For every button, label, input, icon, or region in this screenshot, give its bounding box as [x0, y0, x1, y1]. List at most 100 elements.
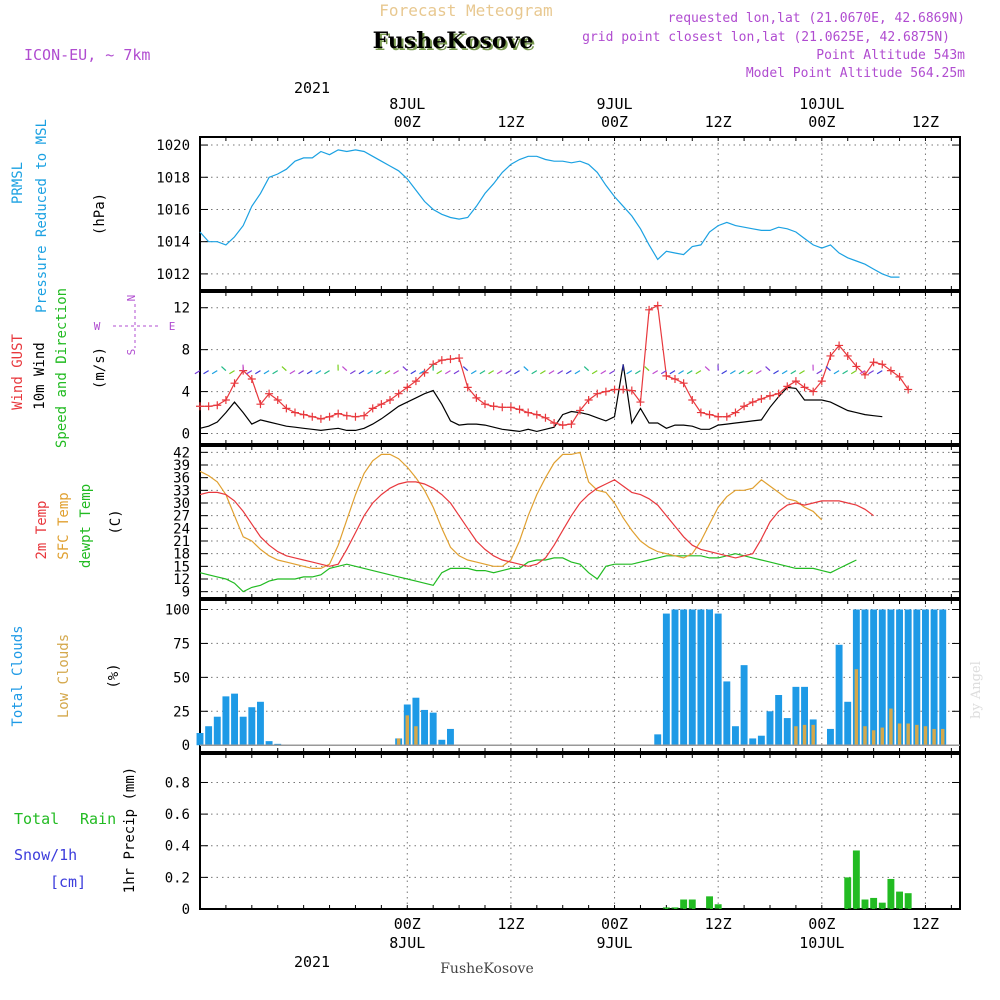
total-cloud-bar [861, 609, 869, 746]
low-cloud-bar [405, 715, 409, 746]
gust-marker [696, 408, 705, 417]
low-cloud-bar [889, 708, 893, 746]
low-cloud-bar [414, 726, 418, 746]
gust-marker [515, 405, 524, 414]
wind-direction-arrow [445, 370, 451, 375]
gust-marker [437, 356, 446, 365]
total-cloud-bar [896, 609, 903, 746]
total-cloud-bar [757, 735, 765, 746]
y-tick-label: 21 [173, 534, 190, 550]
wind-direction-arrow [747, 370, 754, 375]
low-cloud-bar [906, 723, 910, 746]
wind-direction-arrow [738, 370, 745, 375]
precip-bar [688, 899, 696, 909]
gust-marker [627, 386, 636, 395]
bottom-date-label: 9JUL [596, 934, 632, 952]
y-tick-label: 100 [165, 603, 190, 619]
gust-marker [411, 377, 420, 386]
gust-marker [316, 414, 325, 423]
total-cloud-bar [714, 613, 722, 746]
wind-direction-arrow [315, 370, 322, 375]
wind-direction-arrow [868, 370, 874, 375]
sfc-temp-label: SFC Temp [56, 492, 72, 559]
low-cloud-bar [802, 724, 807, 746]
y-tick-label: 24 [173, 521, 190, 537]
gust-marker [213, 401, 222, 410]
gust-marker [826, 351, 835, 360]
wind-direction-arrow [341, 366, 348, 372]
precip-bar [904, 893, 912, 909]
dewpt-label: dewpt Temp [78, 484, 94, 568]
gust-marker [800, 383, 809, 392]
gust-marker [809, 387, 818, 396]
point-altitude: Point Altitude 543m [816, 48, 965, 63]
gust-marker [576, 406, 584, 415]
wind-direction-arrow [255, 370, 261, 375]
total-cloud-bar [688, 609, 696, 746]
y-tick-label: 1016 [156, 202, 190, 218]
credit-watermark: by Angel [969, 661, 984, 719]
total-cloud-bar [412, 697, 420, 746]
wind-direction-arrow [574, 370, 581, 375]
gust-marker [671, 375, 679, 384]
top-date-label: 8JUL [389, 95, 425, 113]
gust-marker [273, 395, 282, 404]
total-cloud-bar [913, 609, 921, 746]
gust-marker [610, 385, 619, 394]
wind-speed-line [199, 364, 883, 433]
wind-direction-arrow [730, 370, 736, 375]
total-cloud-bar [706, 609, 713, 746]
top-time-label: 12Z [705, 113, 732, 131]
low-cloud-bar [932, 728, 936, 746]
y-tick-label: 0 [182, 902, 190, 918]
total-cloud-bar [438, 739, 446, 746]
wind-direction-arrow [350, 370, 356, 375]
gust-marker [886, 366, 895, 375]
top-time-label: 00Z [808, 113, 835, 131]
gust-marker [757, 394, 766, 403]
y-tick-label: 50 [173, 670, 190, 686]
wind-gust-line [200, 304, 909, 426]
bottom-time-label: 00Z [808, 915, 835, 933]
top-time-label: 00Z [601, 113, 628, 131]
y-tick-label: 30 [173, 496, 190, 512]
gust-marker [852, 362, 861, 371]
total-cloud-bar [878, 609, 886, 746]
wind-direction-arrow [496, 370, 503, 375]
gust-marker [472, 393, 481, 402]
wind-direction-arrow [644, 366, 650, 372]
y-tick-label: 25 [173, 704, 190, 720]
wind-direction-arrow [816, 370, 823, 375]
gust-marker [835, 341, 844, 350]
y-tick-label: 1012 [156, 267, 190, 283]
wind-direction-arrow [799, 370, 805, 375]
precip-bar [878, 902, 886, 909]
wind-direction-arrow [436, 370, 443, 375]
y-tick-label: 0 [182, 427, 190, 443]
low-cloud-bar [794, 726, 798, 746]
wind-direction-arrow [626, 370, 633, 375]
gust-marker [299, 410, 308, 419]
y-tick-label: 12 [173, 301, 190, 317]
wind-direction-arrow [324, 370, 330, 375]
total-cloud-bar [835, 644, 843, 746]
top-time-label: 00Z [394, 113, 421, 131]
requested-coords: requested lon,lat (21.0670E, 42.6869N) [668, 11, 965, 26]
gust-marker [843, 351, 852, 360]
precip-bar [896, 891, 903, 909]
low-cloud-bar [396, 738, 401, 746]
wind-direction-arrow [375, 370, 382, 375]
y-tick-label: 1020 [156, 138, 190, 154]
wind-direction-arrow [358, 370, 365, 375]
wind-direction-arrow [695, 370, 702, 375]
sfc-temp-line [199, 451, 823, 570]
wind-label: 10m Wind [32, 342, 48, 409]
low-cloud-bar [863, 726, 867, 746]
wind-direction-arrow [876, 370, 883, 375]
bottom-time-label: 00Z [601, 915, 628, 933]
pressure-line [199, 149, 900, 278]
temp2m-label: 2m Temp [34, 500, 50, 559]
wind-direction-arrow [859, 370, 866, 375]
total-cloud-bar [775, 695, 783, 746]
gust-marker [636, 398, 645, 407]
